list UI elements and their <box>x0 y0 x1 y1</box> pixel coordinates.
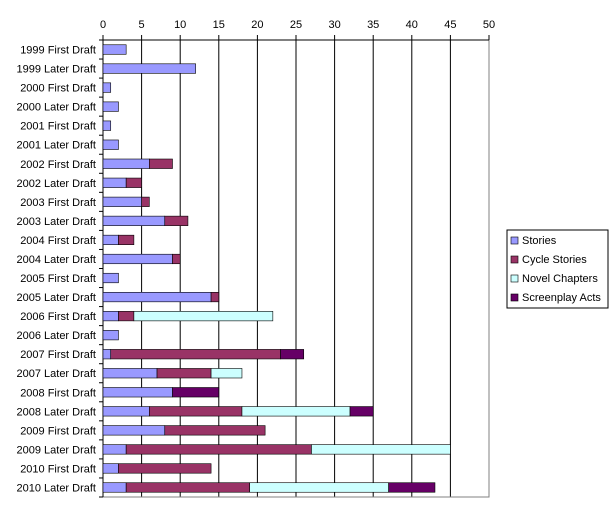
y-category-label: 2010 Later Draft <box>17 482 97 494</box>
bar-segment <box>149 406 243 417</box>
legend-swatch <box>510 236 519 245</box>
bar-segment <box>102 482 127 493</box>
y-category-label: 2002 Later Draft <box>17 178 97 190</box>
y-category-label: 2000 First Draft <box>20 83 96 95</box>
y-category-label: 2008 Later Draft <box>17 406 97 418</box>
legend-swatch <box>510 293 519 302</box>
y-category-label: 2006 First Draft <box>20 311 96 323</box>
bar-segment <box>102 425 166 436</box>
bar-segment <box>125 177 142 188</box>
y-axis: 1999 First Draft 1999 Later Draft 2000 Fir… <box>17 39 104 498</box>
y-category-label: 2009 Later Draft <box>17 444 97 456</box>
bar-segment <box>102 82 112 93</box>
y-category-label: 1999 First Draft <box>20 45 96 57</box>
bar-segment <box>102 368 158 379</box>
y-category-label: 2005 First Draft <box>20 273 96 285</box>
bar-segment <box>102 387 173 398</box>
bar-segment <box>118 311 135 322</box>
x-tick-label: 20 <box>251 19 263 31</box>
bar-segment <box>164 425 266 436</box>
bar-segment <box>388 482 436 493</box>
bar-segment <box>102 463 119 474</box>
bar-segment <box>102 311 119 322</box>
y-category-label: 2007 Later Draft <box>17 368 97 380</box>
y-category-label: 2004 First Draft <box>20 235 96 247</box>
bar-segment <box>149 158 173 169</box>
y-category-label: 2001 First Draft <box>20 121 96 133</box>
x-tick-label: 5 <box>139 19 145 31</box>
bar-segment <box>141 196 150 207</box>
y-category-label: 2007 First Draft <box>20 349 96 361</box>
bar-segment <box>125 482 250 493</box>
x-tick-label: 10 <box>174 19 186 31</box>
y-category-label: 2004 Later Draft <box>17 254 97 266</box>
y-category-label: 2010 First Draft <box>20 463 96 475</box>
x-tick-label: 35 <box>367 19 379 31</box>
x-tick-label: 40 <box>406 19 418 31</box>
y-category-label: 2003 First Draft <box>20 197 96 209</box>
bar-segment <box>102 101 119 112</box>
x-tick-label: 30 <box>328 19 340 31</box>
y-category-label: 2009 First Draft <box>20 425 96 437</box>
bar-segment <box>125 444 312 455</box>
legend-label: Novel Chapters <box>522 273 598 285</box>
bar-segment <box>102 215 166 226</box>
y-category-label: 2005 Later Draft <box>17 292 97 304</box>
legend-label: Screenplay Acts <box>522 292 601 304</box>
bar-segment <box>156 368 212 379</box>
legend-swatch <box>510 255 519 264</box>
bar-segment <box>102 292 212 303</box>
bar-segment <box>311 444 451 455</box>
y-category-label: 2002 First Draft <box>20 159 96 171</box>
y-category-label: 2001 Later Draft <box>17 140 97 152</box>
x-tick-label: 45 <box>444 19 456 31</box>
bar-segment <box>102 44 127 55</box>
bars <box>102 44 451 493</box>
bar-segment <box>102 196 142 207</box>
bar-segment <box>133 311 274 322</box>
legend-label: Cycle Stories <box>522 254 587 266</box>
bar-segment <box>172 253 181 265</box>
bar-segment <box>102 253 173 265</box>
bar-segment <box>210 368 243 379</box>
y-category-label: 2008 First Draft <box>20 387 96 399</box>
x-tick-label: 0 <box>100 19 106 31</box>
bar-segment <box>102 234 119 245</box>
bar-segment <box>102 349 112 360</box>
bar-segment <box>210 292 220 303</box>
bar-segment <box>102 444 127 455</box>
x-axis: 0 5 10 15 20 25 30 35 40 45 50 <box>100 19 495 41</box>
bar-segment <box>349 406 374 417</box>
bar-segment <box>118 463 212 474</box>
bar-segment <box>102 330 119 341</box>
x-tick-label: 50 <box>483 19 495 31</box>
bar-segment <box>102 139 119 150</box>
bar-segment <box>102 158 150 169</box>
bar-segment <box>102 406 150 417</box>
y-category-label: 2006 Later Draft <box>17 330 97 342</box>
x-tick-label: 15 <box>213 19 225 31</box>
bar-segment <box>280 349 305 360</box>
bar-segment <box>172 387 220 398</box>
bar-segment <box>118 234 135 245</box>
bar-segment <box>102 120 112 131</box>
y-category-label: 2000 Later Draft <box>17 102 97 114</box>
legend-label: Stories <box>522 235 557 247</box>
y-category-label: 1999 Later Draft <box>17 64 97 76</box>
legend-box <box>506 229 609 309</box>
bar-segment <box>110 349 281 360</box>
x-tick-label: 25 <box>290 19 302 31</box>
legend: Stories Cycle Stories Novel Chapters Screen… <box>506 229 609 309</box>
bar-segment <box>102 272 119 284</box>
y-category-label: 2003 Later Draft <box>17 216 97 228</box>
legend-swatch <box>510 274 519 283</box>
bar-segment <box>249 482 389 493</box>
bar-segment <box>102 63 196 74</box>
bar-segment <box>164 215 189 226</box>
bar-segment <box>241 406 351 417</box>
bar-segment <box>102 177 127 188</box>
